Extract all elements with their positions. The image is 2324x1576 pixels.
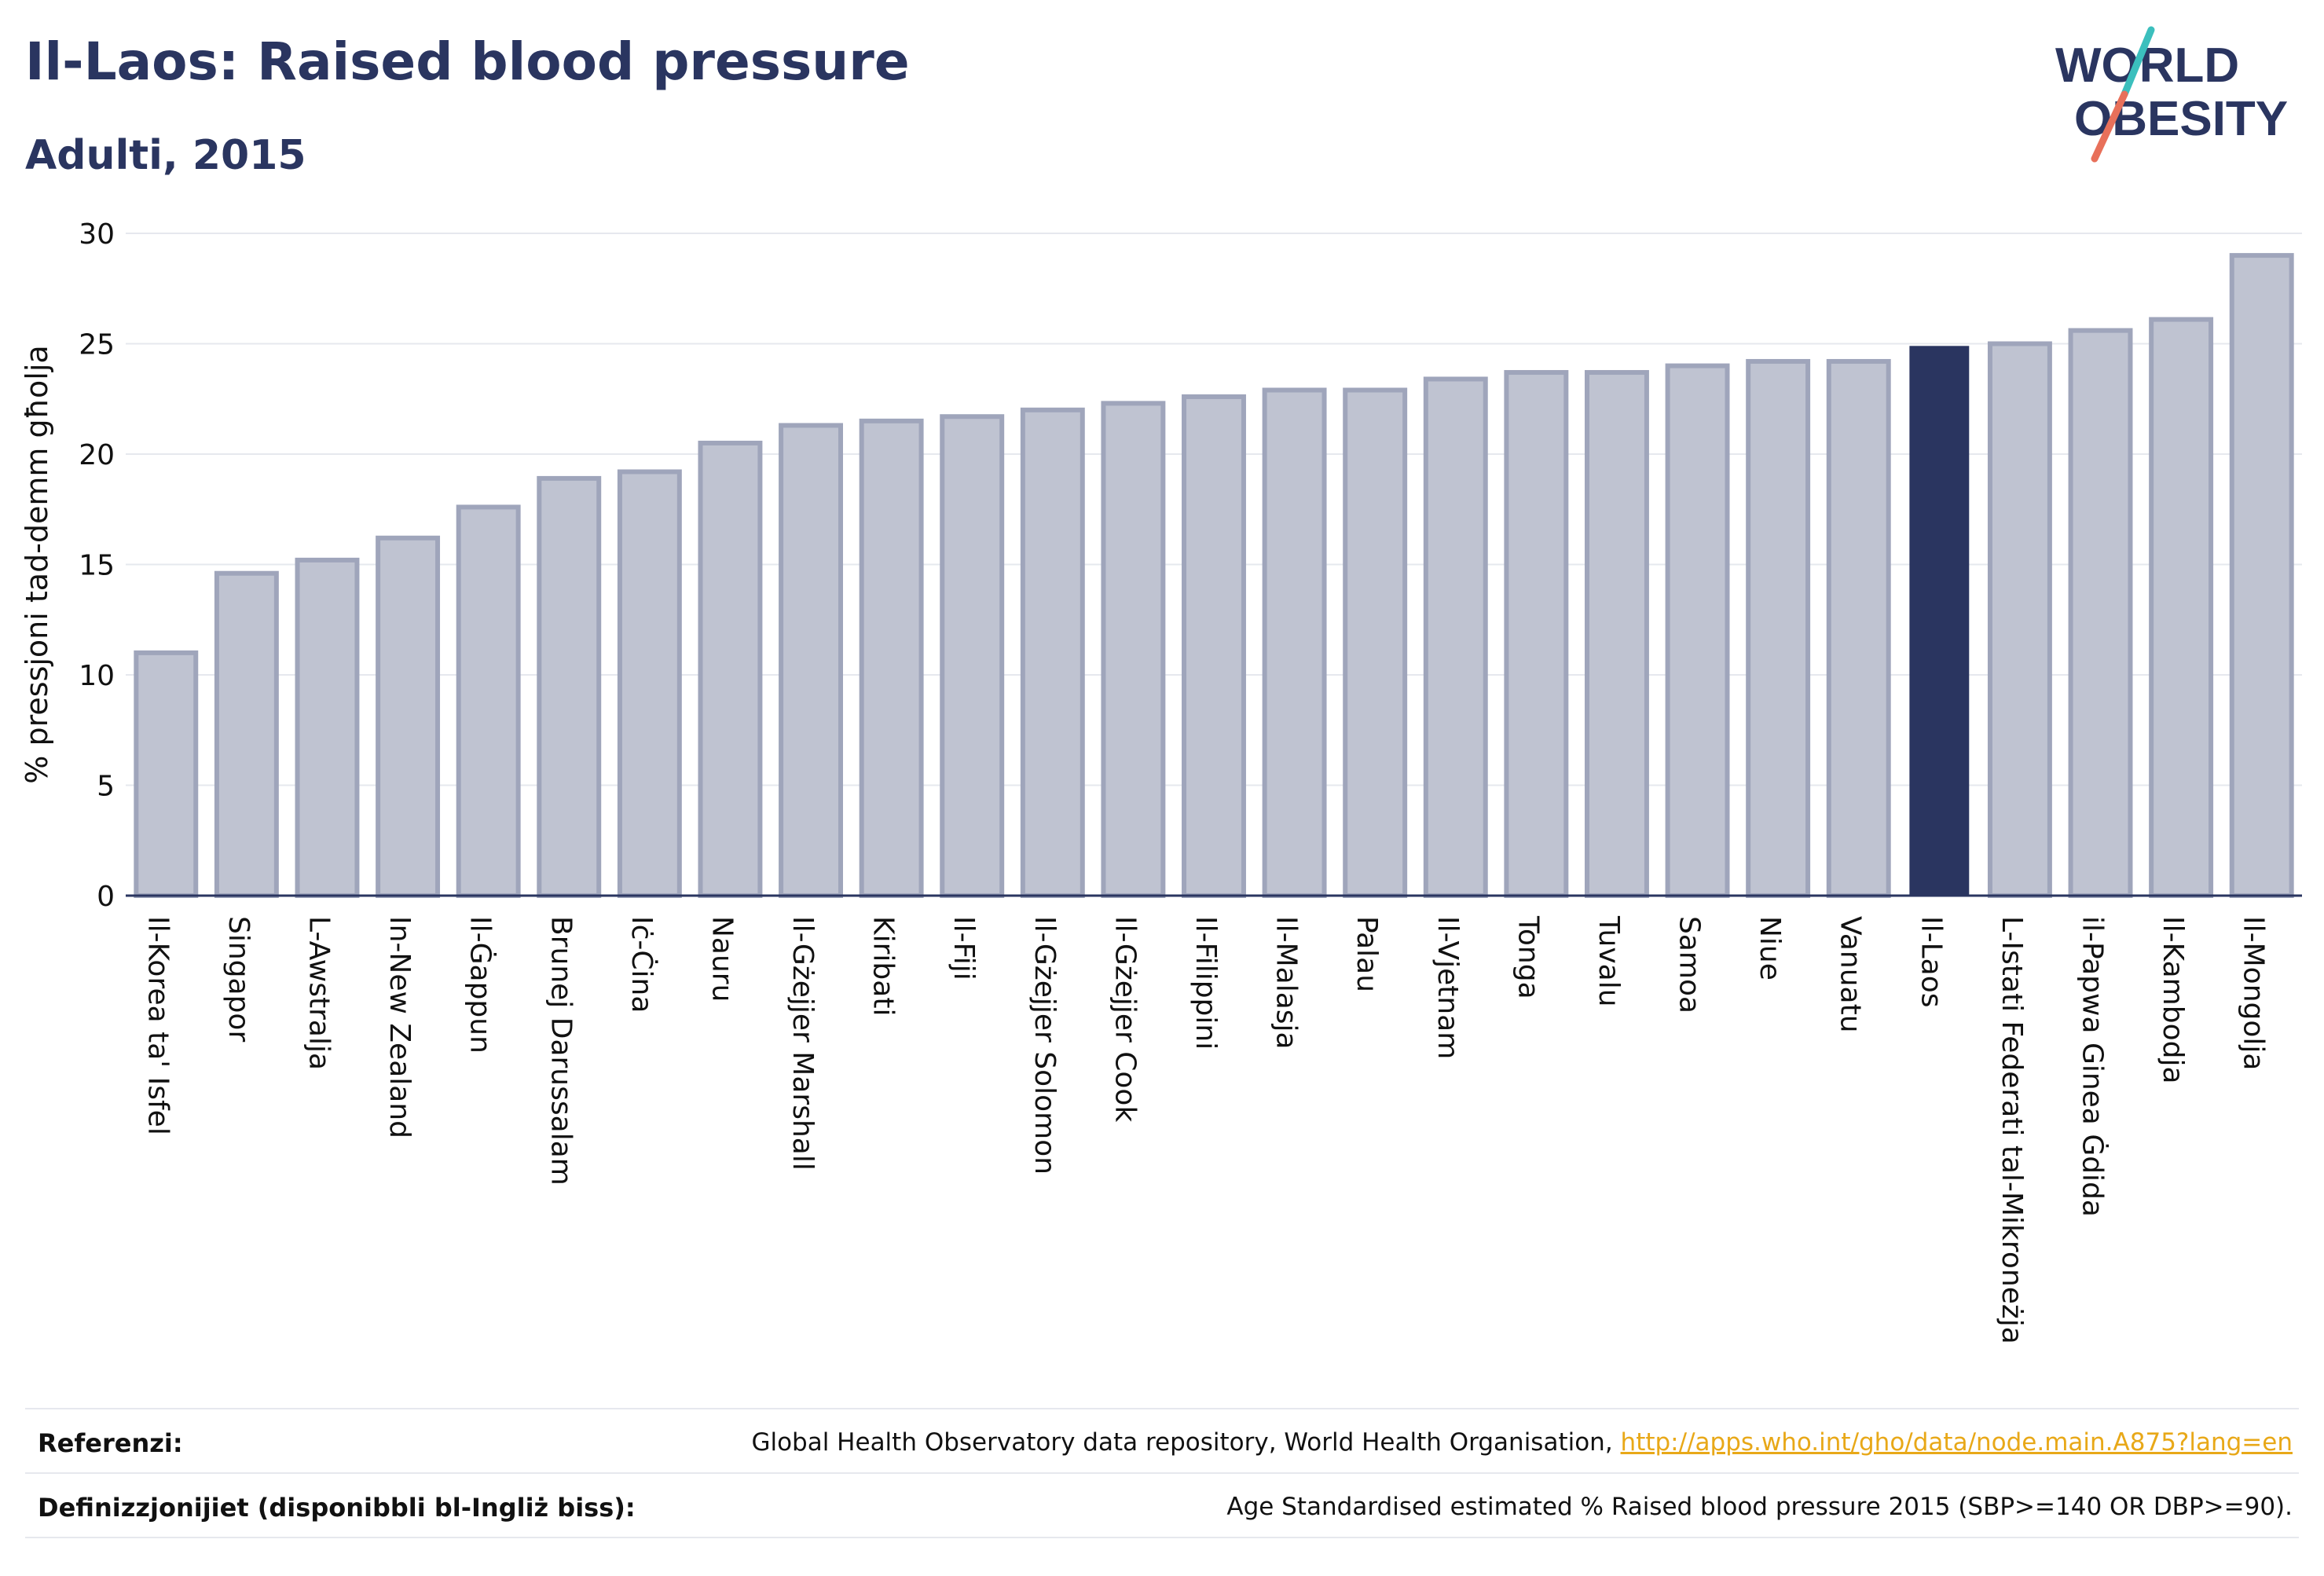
references-text: Global Health Observatory data repositor… <box>751 1428 2293 1457</box>
y-tick-label: 10 <box>79 660 115 692</box>
y-tick-label: 20 <box>79 439 115 471</box>
bar <box>617 469 682 898</box>
definitions-label: Definizzjonijiet (disponibbli bl-Ingliż … <box>38 1493 636 1523</box>
x-tick-label: Iċ-Ċina <box>625 916 658 1013</box>
logo-slash-teal <box>2121 26 2155 98</box>
footer-divider-top <box>25 1408 2299 1409</box>
x-tick-label: Il-Vjetnam <box>1431 916 1464 1059</box>
x-tick-label: Il-Kambodja <box>2157 916 2189 1084</box>
references-label: Referenzi: <box>38 1428 183 1458</box>
bar <box>134 650 199 899</box>
x-tick-label: Niue <box>1754 916 1786 980</box>
bar <box>1987 341 2052 898</box>
bar <box>1585 370 1649 898</box>
references-source: Global Health Observatory data repositor… <box>751 1428 1621 1457</box>
x-tick-label: Tuvalu <box>1593 915 1625 1007</box>
bar <box>537 475 602 898</box>
x-tick-label: Il-Gżejjer Solomon <box>1028 916 1061 1175</box>
bar <box>2229 253 2294 899</box>
bar <box>1101 401 1166 898</box>
x-tick-label: Il-Mongolja <box>2238 916 2270 1070</box>
x-tick-label: il-Papwa Ginea Ġdida <box>2077 916 2110 1217</box>
bar <box>698 440 763 898</box>
footer-divider-middle <box>25 1472 2299 1474</box>
y-tick-label: 5 <box>97 771 115 803</box>
bar <box>1504 370 1569 898</box>
x-tick-label: Brunej Darussalam <box>544 916 577 1186</box>
references-link[interactable]: http://apps.who.int/gho/data/node.main.A… <box>1620 1428 2293 1457</box>
y-tick-label: 0 <box>97 881 115 913</box>
logo-slash-coral <box>2091 90 2128 163</box>
bar <box>779 423 843 898</box>
x-tick-label: Il-Gżejjer Marshall <box>786 916 819 1171</box>
bar <box>1746 358 1811 899</box>
x-tick-label: Palau <box>1351 916 1383 992</box>
x-tick-label: Il-Malasja <box>1270 916 1303 1050</box>
x-tick-label: Vanuatu <box>1835 916 1867 1033</box>
x-tick-label: Il-Fiji <box>948 916 980 980</box>
y-tick-label: 30 <box>79 218 115 251</box>
y-tick-label: 15 <box>79 550 115 582</box>
x-tick-label: Singapor <box>222 916 255 1042</box>
bar <box>1020 407 1085 898</box>
x-tick-label: Samoa <box>1673 916 1706 1013</box>
bar-chart: 0 5 10 15 20 25 30 Il-Korea ta' Isfel Singapor L… <box>20 218 2302 1344</box>
bar <box>1665 363 1730 899</box>
bar <box>1826 358 1891 899</box>
definitions-text: Age Standardised estimated % Raised bloo… <box>1226 1493 2293 1521</box>
bar <box>940 414 1005 898</box>
bar <box>1182 394 1246 898</box>
bar <box>1262 387 1327 898</box>
y-tick-labels: 0 5 10 15 20 25 30 <box>79 218 115 913</box>
bar <box>2068 328 2133 898</box>
y-tick-label: 25 <box>79 329 115 361</box>
bar <box>456 504 521 898</box>
x-tick-label: Kiribati <box>867 916 900 1016</box>
chart-title: Il-Laos: Raised blood pressure <box>25 31 910 92</box>
x-tick-label: Il-Gżejjer Cook <box>1109 916 1141 1122</box>
bar <box>1423 376 1488 898</box>
bar <box>376 535 441 899</box>
x-tick-label: Nauru <box>706 916 738 1002</box>
chart-subtitle: Adulti, 2015 <box>25 132 306 179</box>
bar <box>859 418 924 898</box>
x-tick-label: L-Awstralja <box>302 916 335 1070</box>
x-tick-label: Il-Ġappun <box>464 916 497 1054</box>
bar-highlighted <box>1909 346 1970 896</box>
x-tick-label: Il-Filippini <box>1189 916 1222 1050</box>
bars <box>134 253 2294 899</box>
bar <box>295 557 360 898</box>
x-tick-labels: Il-Korea ta' Isfel Singapor L-Awstralja In-… <box>141 915 2269 1344</box>
bar <box>214 570 279 898</box>
x-tick-label: Il-Laos <box>1915 916 1947 1008</box>
bar <box>2149 317 2214 898</box>
x-tick-label: Il-Korea ta' Isfel <box>141 916 174 1135</box>
y-axis-label: % pressjoni tad-demm għolja <box>20 345 54 783</box>
x-tick-label: Tonga <box>1512 915 1544 999</box>
x-tick-label: L-Istati Federati tal-Mikroneżja <box>1996 916 2028 1344</box>
footer-divider-bottom <box>25 1537 2299 1538</box>
x-tick-label: In-New Zealand <box>383 916 416 1138</box>
bar <box>1343 387 1408 898</box>
world-obesity-logo: WORLD OBESITY <box>2055 26 2288 163</box>
